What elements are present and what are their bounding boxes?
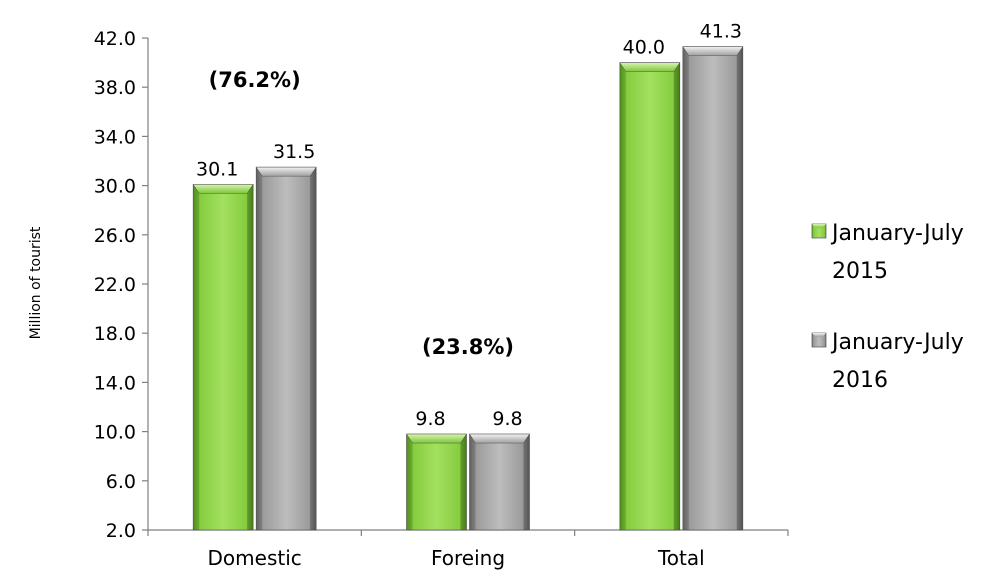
- bar-body: [192, 184, 254, 531]
- y-tick-label: 42.0: [94, 28, 136, 50]
- legend-label: 2015: [832, 259, 888, 284]
- bar-side: [736, 46, 743, 531]
- axes: 2.0 6.0 10.0 14.0 18.0 22.0 26.0 30.0 34.0 38.0 42…: [94, 28, 789, 542]
- labels: 30.1 31.5 Domestic (76.2%) 9.8 9.8 Foreing (23.…: [196, 21, 742, 570]
- data-label: 9.8: [492, 408, 522, 430]
- bar-cap: [406, 433, 467, 444]
- bar: [619, 62, 681, 531]
- bar-body: [255, 166, 317, 531]
- legend-label: January-July: [830, 330, 964, 355]
- bar: [406, 433, 467, 531]
- y-tick-label: 30.0: [94, 176, 136, 198]
- bar-body: [619, 62, 681, 531]
- y-tick-label: 34.0: [94, 126, 136, 148]
- bar-cap: [469, 433, 530, 444]
- bar-cap: [255, 166, 317, 177]
- data-label: 30.1: [196, 158, 238, 180]
- share-annotation: (76.2%): [209, 68, 301, 92]
- bar-side: [682, 46, 689, 531]
- legend: January-July 2015 January-July 2016: [811, 221, 964, 393]
- bar-body: [469, 433, 530, 531]
- y-tick-label: 14.0: [94, 372, 136, 394]
- legend-swatch-cap: [812, 333, 826, 337]
- bar: [192, 184, 254, 531]
- data-label: 9.8: [415, 408, 445, 430]
- bars: [192, 46, 744, 531]
- bar-side: [310, 167, 317, 530]
- legend-item: January-July 2016: [811, 330, 964, 393]
- y-tick-label: 10.0: [94, 422, 136, 444]
- bar-body: [406, 433, 467, 531]
- bar: [255, 166, 317, 531]
- bar-cap: [682, 46, 744, 56]
- y-tick-label: 2.0: [106, 520, 136, 542]
- legend-swatch-cap: [812, 224, 826, 228]
- data-label: 41.3: [700, 21, 742, 43]
- data-label: 31.5: [273, 141, 315, 163]
- y-tick-label: 18.0: [94, 323, 136, 345]
- bar-side: [247, 184, 254, 530]
- y-tick-label: 22.0: [94, 274, 136, 296]
- y-axis-title: Million of tourist: [28, 226, 44, 339]
- legend-label: 2016: [832, 368, 888, 393]
- x-tick-label: Foreing: [431, 546, 505, 570]
- bar-side: [460, 434, 467, 530]
- bar-body: [682, 46, 744, 531]
- y-tick-label: 6.0: [106, 471, 136, 493]
- bar-side: [619, 62, 626, 530]
- bar-cap: [192, 184, 254, 194]
- x-tick-label: Domestic: [208, 546, 302, 570]
- legend-item: January-July 2015: [811, 221, 964, 284]
- x-tick-label: Total: [657, 546, 705, 570]
- bar-side: [193, 184, 200, 530]
- bar-side: [673, 62, 680, 530]
- bar-side: [469, 434, 476, 530]
- bar: [682, 46, 744, 531]
- bar-side: [256, 167, 263, 530]
- bar: [469, 433, 530, 531]
- bar-cap: [619, 62, 681, 72]
- bar-side: [406, 434, 413, 530]
- y-tick-label: 26.0: [94, 225, 136, 247]
- data-label: 40.0: [623, 37, 665, 59]
- share-annotation: (23.8%): [422, 335, 514, 359]
- bar-side: [523, 434, 530, 530]
- y-tick-label: 38.0: [94, 77, 136, 99]
- legend-label: January-July: [830, 221, 964, 246]
